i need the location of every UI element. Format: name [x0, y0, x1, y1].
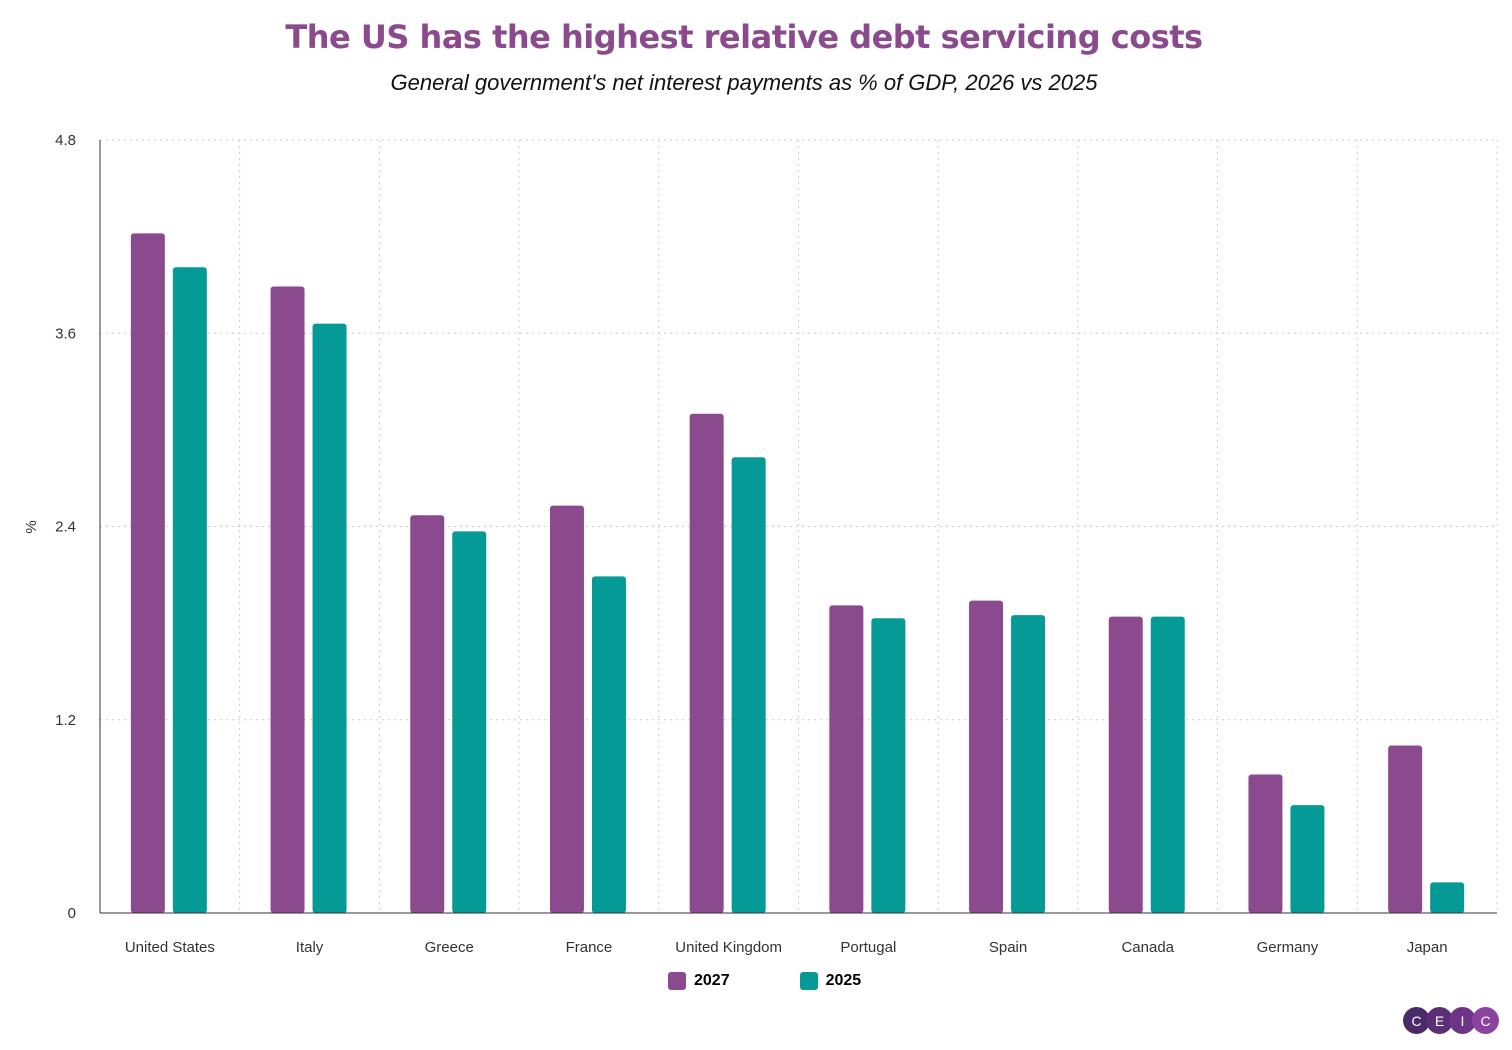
logo-letter: C — [1403, 1007, 1430, 1034]
y-tick-label: 1.2 — [55, 712, 76, 729]
bar-2027-italy — [270, 286, 305, 913]
x-tick-label: Portugal — [840, 939, 896, 956]
legend: 2027 2025 — [668, 972, 861, 990]
bar-2027-united-kingdom — [689, 413, 724, 913]
chart-title: The US has the highest relative debt ser… — [285, 18, 1203, 56]
legend-swatch — [799, 972, 818, 990]
x-tick-label: Canada — [1121, 939, 1174, 956]
bar-2025-france — [591, 576, 626, 913]
bar-2025-united-states — [172, 267, 207, 914]
bar-2025-united-kingdom — [731, 457, 766, 913]
y-tick-label: 0 — [68, 905, 76, 922]
x-tick-label: Italy — [296, 939, 324, 956]
chart-subtitle: General government's net interest paymen… — [390, 70, 1098, 95]
bar-2025-germany — [1290, 805, 1325, 913]
x-tick-label: France — [566, 939, 613, 956]
x-tick-label: United States — [125, 939, 215, 956]
bar-2027-greece — [410, 515, 445, 913]
bar-2027-japan — [1388, 745, 1423, 913]
bar-2025-greece — [452, 531, 487, 913]
x-tick-label: Greece — [425, 939, 474, 956]
legend-label: 2025 — [825, 972, 862, 989]
logo-letter: I — [1449, 1007, 1476, 1034]
ceic-logo: C E I C — [1403, 1007, 1499, 1034]
bar-2025-portugal — [871, 618, 906, 913]
x-tick-label: Japan — [1407, 939, 1448, 956]
x-tick-label: United Kingdom — [675, 939, 782, 956]
bar-2027-spain — [969, 600, 1004, 913]
x-tick-label: Spain — [989, 939, 1027, 956]
bar-2025-japan — [1430, 882, 1465, 913]
y-tick-label: 4.8 — [55, 132, 76, 149]
bar-2027-france — [549, 505, 584, 913]
bar-2027-united-states — [130, 233, 165, 913]
bar-2027-portugal — [829, 605, 864, 913]
logo-letter: C — [1472, 1007, 1499, 1034]
legend-item-series-0[interactable]: 2027 — [668, 972, 730, 990]
bar-2025-spain — [1011, 615, 1046, 913]
y-tick-label: 3.6 — [55, 325, 76, 342]
logo-letter: E — [1426, 1007, 1453, 1034]
bar-2027-canada — [1108, 616, 1143, 913]
y-axis-label: % — [23, 520, 40, 533]
y-tick-label: 2.4 — [55, 519, 76, 536]
legend-label: 2027 — [694, 972, 730, 989]
bar-2025-italy — [312, 323, 347, 913]
legend-swatch — [668, 972, 686, 990]
legend-item-series-1[interactable]: 2025 — [799, 972, 862, 990]
bar-2027-germany — [1248, 774, 1283, 913]
x-tick-label: Germany — [1257, 939, 1319, 956]
bar-2025-canada — [1150, 616, 1185, 913]
